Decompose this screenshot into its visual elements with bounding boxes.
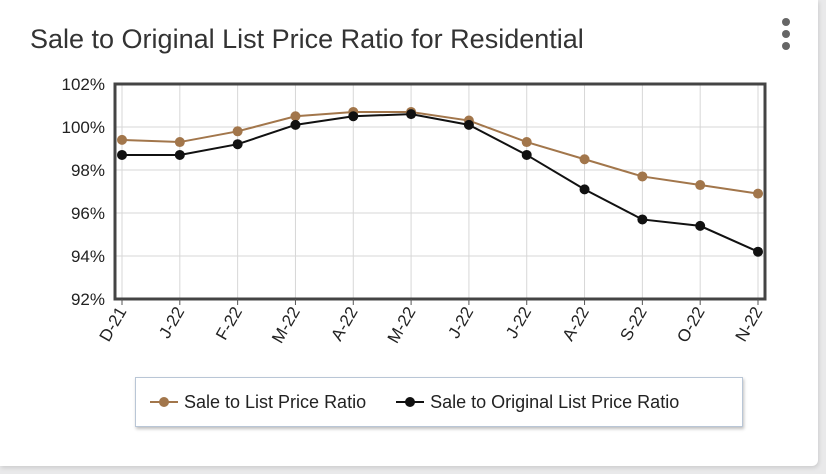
x-tick-label: N-22 <box>732 304 767 345</box>
legend-label-sale-to-list: Sale to List Price Ratio <box>184 391 367 412</box>
data-point-sale-to-original <box>463 119 474 130</box>
x-tick-label: M-22 <box>268 304 304 347</box>
series-line-sale-to-original <box>122 113 759 253</box>
x-tick-label: F-22 <box>212 304 246 344</box>
data-point-sale-to-original <box>117 149 127 160</box>
y-tick-label: 96% <box>71 204 105 223</box>
legend-marker-sale-to-list <box>150 397 178 407</box>
x-tick-label: M-22 <box>384 304 420 347</box>
x-tick-label: O-22 <box>673 304 708 346</box>
x-tick-label: J-22 <box>444 304 477 342</box>
plot-frame <box>113 82 767 301</box>
menu-dot-icon <box>782 42 790 50</box>
y-tick-label: 102% <box>62 75 105 94</box>
chart-menu-button[interactable] <box>779 17 793 51</box>
series-line-sale-to-list <box>121 110 759 195</box>
data-point-sale-to-list <box>232 126 243 137</box>
data-point-sale-to-original <box>406 109 417 120</box>
x-tick-label: A-22 <box>559 304 593 345</box>
x-tick-label: S-22 <box>616 304 650 345</box>
chart-title: Sale to Original List Price Ratio for Re… <box>30 24 584 54</box>
data-point-sale-to-original <box>695 220 706 231</box>
data-point-sale-to-original <box>348 111 359 122</box>
data-point-sale-to-list <box>174 137 185 148</box>
data-point-sale-to-list <box>637 171 648 182</box>
data-point-sale-to-original <box>232 139 243 150</box>
data-point-sale-to-original <box>579 184 590 195</box>
data-point-sale-to-original <box>637 214 648 225</box>
x-tick-label: D-21 <box>96 304 131 345</box>
y-tick-label: 94% <box>71 247 105 266</box>
legend-label-sale-to-original: Sale to Original List Price Ratio <box>430 391 680 412</box>
line-chart: 92% 94% 96% 98% 100% 102% D-21 J-22 F-22 M-22 A-22… <box>62 75 767 347</box>
y-tick-label: 98% <box>71 161 105 180</box>
data-point-sale-to-list <box>695 180 706 191</box>
legend-item-sale-to-list[interactable]: Sale to List Price Ratio <box>150 392 366 413</box>
data-point-sale-to-list <box>579 154 590 165</box>
legend-item-sale-to-original[interactable]: Sale to Original List Price Ratio <box>396 392 679 413</box>
chart-card: Sale to Original List Price Ratio for Re… <box>0 0 818 466</box>
data-point-sale-to-list <box>290 111 301 122</box>
x-tick-label: J-22 <box>155 304 188 342</box>
data-point-sale-to-list <box>521 137 532 148</box>
data-point-sale-to-original <box>753 246 763 257</box>
chart-legend: Sale to List Price Ratio Sale to Origina… <box>135 377 743 427</box>
menu-dot-icon <box>782 18 790 26</box>
data-point-sale-to-original <box>521 149 532 160</box>
data-point-sale-to-list <box>117 134 127 145</box>
data-point-sale-to-list <box>753 188 763 199</box>
data-point-sale-to-original <box>174 149 185 160</box>
x-tick-label: A-22 <box>327 304 361 345</box>
legend-marker-sale-to-original <box>396 397 425 407</box>
y-tick-label: 100% <box>62 118 105 137</box>
y-tick-label: 92% <box>71 290 105 309</box>
x-tick-label: J-22 <box>502 304 535 342</box>
menu-dot-icon <box>782 30 790 38</box>
data-point-sale-to-original <box>290 119 301 130</box>
